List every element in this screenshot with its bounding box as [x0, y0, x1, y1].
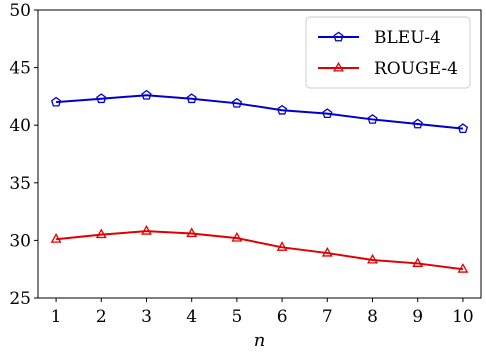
y-tick-label: 30: [9, 231, 31, 251]
data-point-rouge: [95, 228, 107, 239]
legend-marker-bleu: [333, 31, 344, 42]
x-tick-label: 8: [367, 307, 378, 327]
data-point-bleu: [231, 97, 243, 108]
data-point-rouge: [321, 246, 333, 257]
x-tick-label: 3: [141, 307, 152, 327]
y-tick-label: 35: [9, 174, 31, 194]
data-point-bleu: [367, 114, 378, 124]
x-tick-label: 5: [231, 307, 242, 327]
data-point-bleu: [322, 108, 333, 119]
y-tick-label: 45: [9, 59, 31, 79]
data-point-bleu: [457, 123, 469, 134]
data-point-rouge: [231, 231, 243, 242]
x-tick-label: 2: [96, 307, 107, 327]
data-point-bleu: [276, 104, 288, 115]
x-axis-title: n: [254, 330, 266, 351]
y-tick-label: 25: [9, 289, 31, 309]
y-tick-label: 40: [9, 116, 31, 136]
data-point-rouge: [186, 227, 198, 238]
data-point-bleu: [50, 96, 62, 107]
data-point-bleu: [96, 93, 107, 104]
x-tick-label: 9: [412, 307, 423, 327]
x-tick-label: 7: [322, 307, 333, 327]
x-tick-label: 1: [51, 307, 62, 327]
y-tick-label: 50: [9, 1, 31, 21]
legend-label-bleu: BLEU-4: [374, 28, 441, 48]
series-line-rouge: [55, 230, 464, 271]
plot-frame: [37, 9, 482, 299]
x-tick-label: 6: [277, 307, 288, 327]
legend-marker-rouge: [333, 61, 344, 72]
data-point-bleu: [186, 93, 197, 104]
data-point-rouge: [367, 253, 378, 264]
data-point-rouge: [457, 263, 469, 273]
legend: BLEU-4 ROUGE-4: [305, 16, 471, 89]
series-line-bleu: [56, 94, 464, 130]
plot-area: [50, 89, 469, 273]
data-point-rouge: [412, 257, 424, 267]
data-point-rouge: [141, 225, 152, 235]
x-tick-label: 4: [186, 307, 197, 327]
x-tick-label: 10: [452, 307, 474, 327]
data-point-rouge: [276, 241, 288, 251]
legend-box: [305, 16, 471, 89]
data-point-rouge: [50, 233, 62, 243]
legend-label-rouge: ROUGE-4: [374, 59, 458, 79]
data-point-bleu: [141, 89, 152, 100]
data-point-bleu: [412, 118, 423, 129]
